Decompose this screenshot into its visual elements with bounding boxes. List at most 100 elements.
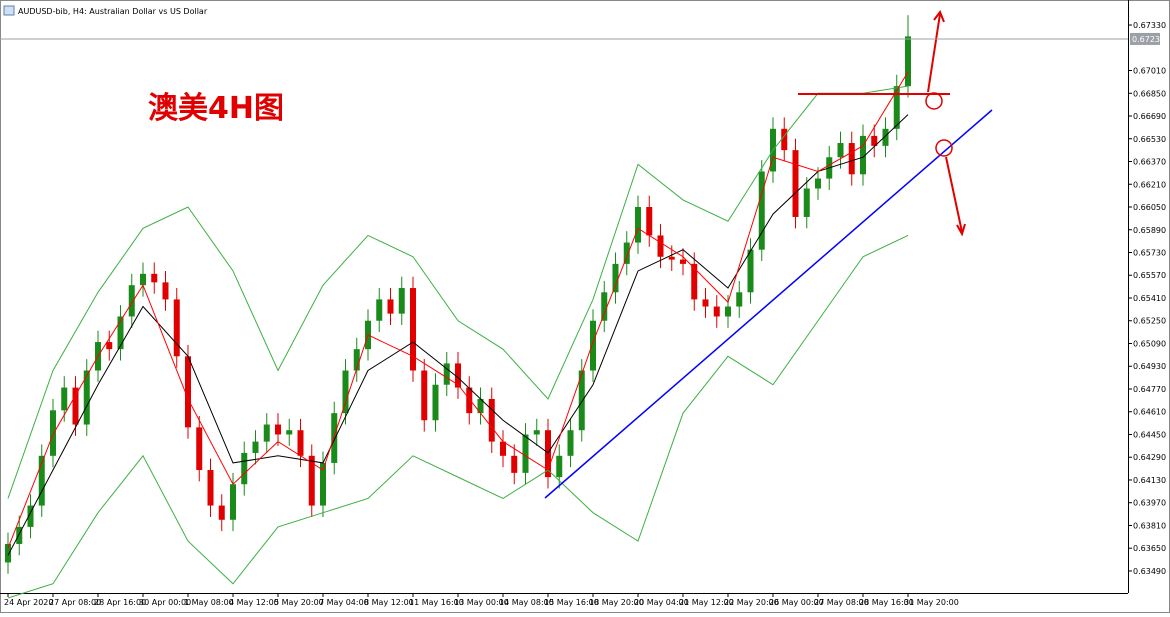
y-tick-label: 0.65090 — [1133, 339, 1166, 348]
candle-body — [702, 299, 709, 307]
y-tick-label: 0.66850 — [1133, 89, 1166, 98]
marker-circle — [925, 92, 943, 110]
candle-body — [331, 413, 338, 463]
candle-body — [511, 455, 518, 473]
candle-body — [410, 288, 416, 371]
y-tick-label: 0.66690 — [1133, 112, 1166, 121]
candle-body — [286, 430, 293, 435]
candle-body — [657, 235, 664, 257]
arrow — [927, 13, 941, 93]
x-tick-label: 31 May 20:00 — [904, 598, 959, 607]
candle-body — [16, 526, 23, 544]
candle-body — [196, 427, 203, 471]
candle-body — [837, 143, 844, 158]
candle-body — [893, 86, 900, 129]
drawings — [544, 9, 993, 499]
annotation: 澳美4H图 — [148, 91, 284, 126]
x-tick-label: 28 May 16:00 — [859, 598, 914, 607]
candle-body — [455, 363, 461, 388]
y-tick-label: 0.64450 — [1133, 430, 1166, 439]
y-tick-label: 0.63970 — [1133, 499, 1166, 508]
candle-body — [545, 430, 551, 478]
candle-body — [668, 256, 675, 260]
current-price-label: 0.67232 — [1132, 35, 1165, 44]
candle-body — [905, 36, 911, 87]
y-tick-label: 0.65570 — [1133, 271, 1166, 280]
candle-body — [128, 285, 135, 317]
candle-body — [151, 273, 158, 283]
arrow-head — [956, 223, 966, 237]
plot — [5, 15, 911, 599]
x-tick-label: 20 May 04:00 — [634, 598, 689, 607]
indicator-line — [7, 85, 909, 499]
candle-body — [353, 349, 360, 371]
candle-body — [871, 135, 878, 146]
x-tick-label: 15 May 16:00 — [544, 598, 599, 607]
candle-body — [308, 455, 315, 506]
candle-body — [342, 370, 349, 414]
candle-body — [230, 484, 236, 520]
candle-body — [72, 387, 79, 425]
candle-body — [106, 342, 113, 350]
candle-body — [803, 188, 810, 217]
candle-body — [691, 263, 698, 300]
y-tick-label: 0.65250 — [1133, 317, 1166, 326]
candle-body — [173, 299, 180, 357]
candle-body — [387, 299, 394, 314]
candle-body — [635, 207, 641, 243]
candle-body — [443, 363, 450, 385]
candle-body — [590, 320, 596, 371]
indicator-line — [7, 71, 909, 549]
y-tick-label: 0.66050 — [1133, 203, 1166, 212]
candle-body — [612, 263, 619, 293]
y-tick-label: 0.65730 — [1133, 248, 1166, 257]
trend-line — [544, 109, 993, 499]
candle-body — [725, 306, 731, 317]
candle-body — [567, 430, 574, 456]
candle-body — [140, 273, 146, 286]
y-tick-label: 0.66530 — [1133, 135, 1166, 144]
candle-body — [758, 171, 765, 250]
candle-body — [376, 299, 383, 321]
y-tick-label: 0.63650 — [1133, 544, 1166, 553]
candle-body — [297, 430, 304, 456]
candle-body — [241, 452, 248, 485]
y-tick-label: 0.67330 — [1133, 21, 1166, 30]
x-tick-label: 5 May 20:00 — [274, 598, 324, 607]
candle-body — [882, 128, 889, 146]
x-tick-label: 14 May 08:00 — [499, 598, 554, 607]
x-tick-label: 1 May 08:00 — [184, 598, 234, 607]
candle-body — [320, 462, 326, 506]
indicator-line — [7, 234, 909, 599]
candle-body — [848, 143, 855, 175]
x-tick-label: 27 May 08:00 — [814, 598, 869, 607]
candle-body — [185, 356, 191, 428]
candle-body — [5, 543, 11, 563]
candle-body — [860, 135, 866, 175]
candle-body — [533, 430, 540, 435]
candle-body — [488, 398, 495, 442]
window-icon — [3, 5, 15, 16]
candle-body — [398, 288, 405, 314]
current-price-box — [1130, 32, 1160, 45]
candle-body — [421, 370, 428, 421]
candle-body — [792, 150, 799, 217]
chart-title: AUDUSD-bib, H4: Australian Dollar vs US … — [18, 7, 208, 16]
candle-body — [83, 370, 90, 425]
candle-body — [500, 441, 506, 456]
x-tick-label: 21 May 12:00 — [679, 598, 734, 607]
candle-body — [578, 370, 585, 431]
candle-body — [556, 455, 563, 478]
x-tick-label: 18 May 20:00 — [589, 598, 644, 607]
arrow-head — [933, 9, 945, 23]
marker-circle — [935, 139, 953, 157]
candle-body — [601, 292, 608, 321]
x-tick-label: 11 May 16:00 — [409, 598, 464, 607]
x-tick-label: 22 May 20:00 — [724, 598, 779, 607]
y-tick-label: 0.66370 — [1133, 158, 1166, 167]
arrow — [945, 156, 963, 233]
candle-body — [646, 207, 653, 236]
candle-body — [680, 259, 686, 264]
x-tick-label: 28 Apr 16:00 — [94, 598, 146, 607]
